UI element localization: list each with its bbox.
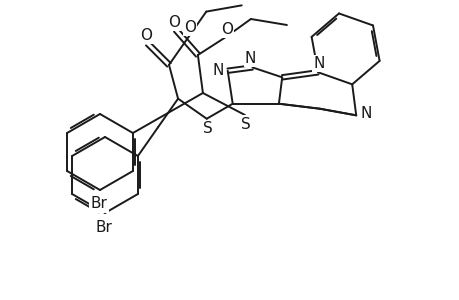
Text: N: N	[313, 56, 324, 71]
Text: S: S	[202, 121, 212, 136]
Text: Br: Br	[90, 196, 107, 211]
Text: N: N	[244, 51, 256, 66]
Text: O: O	[220, 22, 232, 37]
Text: S: S	[241, 116, 250, 131]
Text: N: N	[360, 106, 371, 121]
Text: Br: Br	[95, 220, 112, 235]
Text: O: O	[168, 14, 179, 29]
Text: O: O	[140, 28, 151, 43]
Text: O: O	[184, 20, 196, 35]
Text: N: N	[212, 63, 223, 78]
